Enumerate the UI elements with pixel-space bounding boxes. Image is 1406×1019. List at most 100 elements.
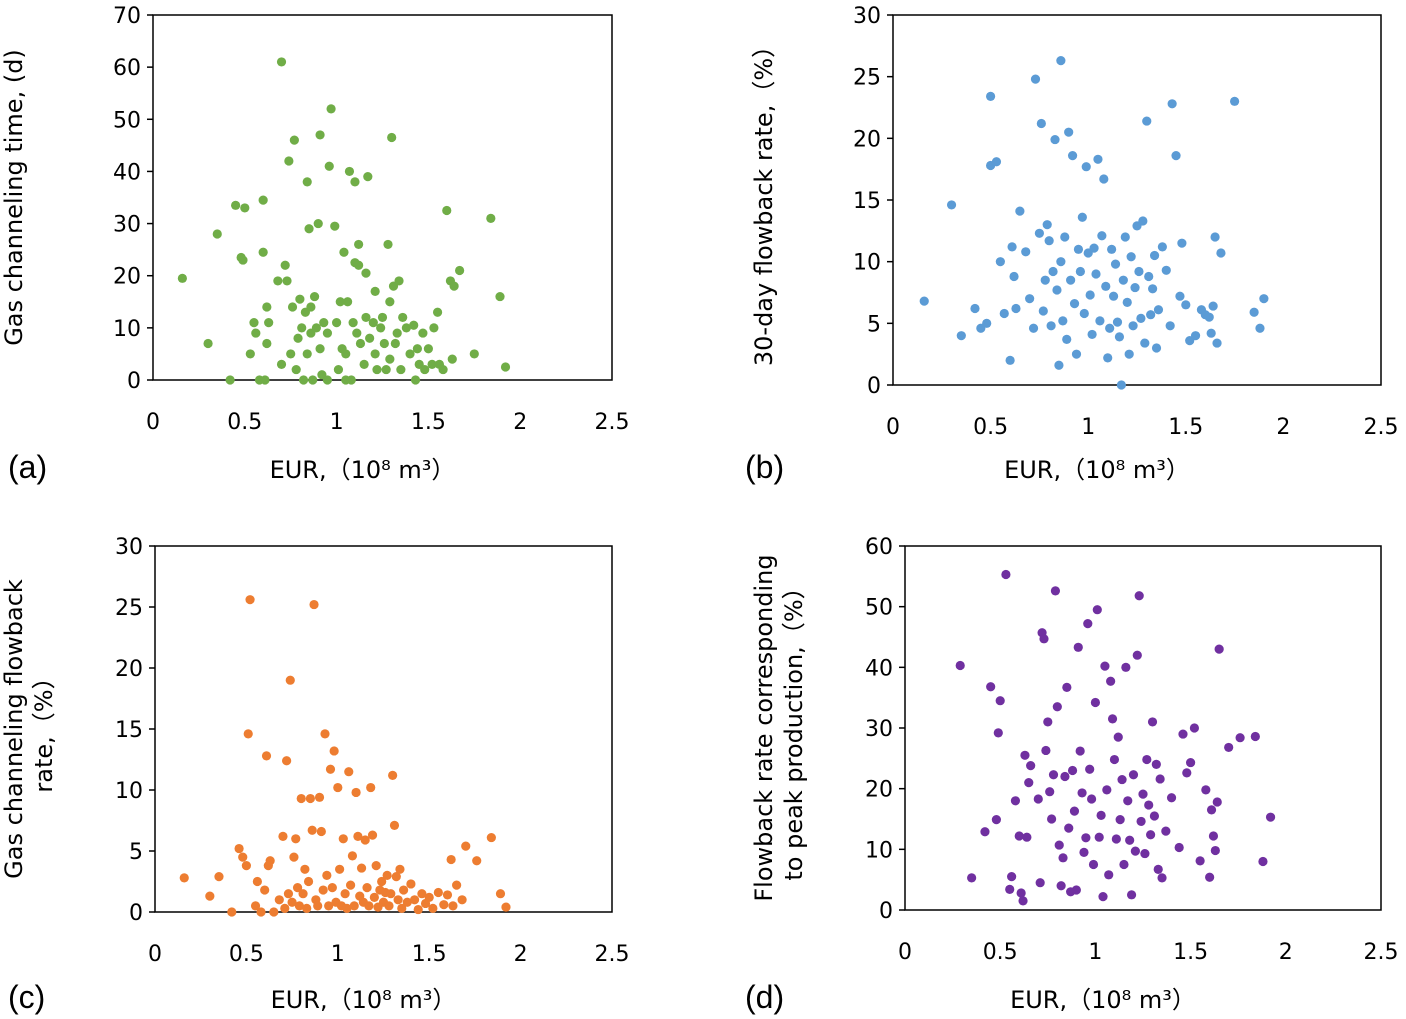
y-axis-label: to peak production,（%） xyxy=(780,575,808,880)
data-point xyxy=(995,696,1005,706)
data-point xyxy=(396,364,406,375)
data-point xyxy=(298,889,308,899)
data-point xyxy=(1128,321,1138,331)
data-point xyxy=(394,276,404,286)
data-point xyxy=(286,349,296,359)
data-point xyxy=(258,247,268,257)
data-point xyxy=(1130,846,1140,856)
data-point xyxy=(991,157,1002,167)
data-point xyxy=(472,856,482,866)
data-point xyxy=(1132,650,1142,660)
data-point xyxy=(384,901,394,911)
x-tick-label: 0.5 xyxy=(229,942,264,967)
data-point xyxy=(1046,321,1056,331)
data-point xyxy=(1175,291,1185,301)
y-tick-label: 15 xyxy=(115,718,143,743)
data-point xyxy=(402,897,412,907)
data-point xyxy=(315,130,325,140)
data-point xyxy=(1030,74,1041,84)
data-point xyxy=(1005,355,1015,365)
data-point xyxy=(1206,328,1216,338)
y-tick-label: 0 xyxy=(867,374,881,399)
data-point xyxy=(302,903,312,913)
data-point xyxy=(285,675,295,685)
data-point xyxy=(1148,284,1158,294)
data-point xyxy=(1079,308,1089,319)
data-point xyxy=(377,312,388,323)
data-point xyxy=(1125,835,1135,845)
data-point xyxy=(428,903,438,913)
x-tick-label: 1 xyxy=(1088,940,1102,965)
data-point xyxy=(335,297,345,307)
data-point xyxy=(1138,789,1148,799)
data-point xyxy=(386,889,396,899)
data-point xyxy=(303,876,314,887)
data-point xyxy=(1140,338,1150,348)
data-point xyxy=(1106,676,1116,686)
plot-frame xyxy=(892,14,1382,386)
data-point xyxy=(350,177,360,187)
data-point xyxy=(1087,329,1097,340)
data-point xyxy=(1007,242,1017,252)
data-point xyxy=(1204,312,1214,322)
data-point xyxy=(234,843,244,854)
data-point xyxy=(1214,644,1224,654)
data-point xyxy=(395,864,405,874)
data-point xyxy=(282,756,292,766)
data-point xyxy=(946,200,957,210)
data-point xyxy=(241,861,251,871)
data-point xyxy=(1094,832,1104,842)
data-point xyxy=(346,375,356,385)
data-point xyxy=(265,856,275,866)
data-point xyxy=(1174,842,1184,853)
data-point xyxy=(1050,134,1060,145)
data-point xyxy=(1096,810,1106,820)
data-point xyxy=(1081,833,1091,843)
data-point xyxy=(991,815,1001,825)
data-point xyxy=(292,883,303,893)
data-point xyxy=(1249,307,1259,317)
x-axis-label: EUR,（10⁸ m³） xyxy=(271,986,457,1014)
data-point xyxy=(291,364,301,375)
x-tick-label: 2.5 xyxy=(595,410,630,435)
data-point xyxy=(1038,306,1048,316)
data-point xyxy=(1208,301,1218,311)
data-point xyxy=(970,303,980,314)
x-tick-label: 2 xyxy=(514,942,528,967)
data-point xyxy=(1007,872,1017,882)
y-tick-label: 10 xyxy=(865,838,893,863)
y-tick-label: 0 xyxy=(129,901,143,926)
data-point xyxy=(1056,257,1066,267)
data-point xyxy=(352,328,362,338)
data-point xyxy=(1189,723,1200,733)
data-point xyxy=(316,826,326,837)
data-point xyxy=(1126,890,1137,900)
y-tick-label: 30 xyxy=(865,717,893,742)
data-point xyxy=(298,375,309,385)
data-point xyxy=(1113,732,1123,742)
data-point xyxy=(245,595,255,605)
y-tick-label: 70 xyxy=(113,4,141,29)
data-point xyxy=(1186,757,1196,768)
data-point xyxy=(1255,323,1265,333)
data-point xyxy=(342,903,352,913)
chart-panel-4: 0 10 20 30 40 50 60 0 0.5 1 1.5 2 2.5 EUR,（10⁸ m³） Flo… xyxy=(745,535,1399,1015)
data-point xyxy=(333,782,343,793)
data-point xyxy=(1136,313,1146,323)
data-point xyxy=(1022,832,1032,842)
data-point xyxy=(455,265,465,276)
data-point xyxy=(1165,321,1175,331)
data-point xyxy=(1062,334,1072,344)
data-point xyxy=(1144,800,1154,810)
x-tick-label: 1 xyxy=(1081,415,1095,440)
data-point xyxy=(1090,697,1100,708)
data-point xyxy=(349,901,359,911)
data-point xyxy=(377,876,387,887)
data-point xyxy=(252,876,262,887)
data-point xyxy=(1021,247,1031,257)
y-tick-label: 10 xyxy=(113,317,141,342)
data-point xyxy=(276,57,287,67)
data-point xyxy=(1036,118,1046,129)
plot-frame xyxy=(152,14,613,381)
data-point xyxy=(1182,768,1192,778)
